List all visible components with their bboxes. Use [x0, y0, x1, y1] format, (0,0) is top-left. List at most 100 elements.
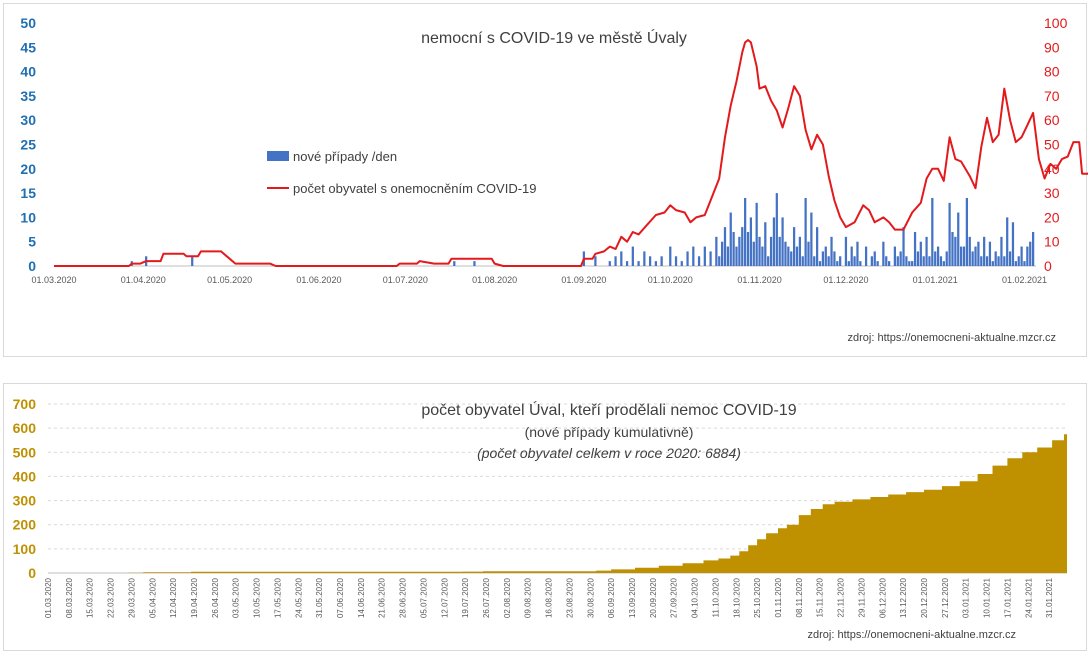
- daily-case-bar: [994, 251, 997, 266]
- chart2-note: (počet obyvatel celkem v roce 2020: 6884…: [477, 445, 741, 461]
- x-tick-label: 31.01.2021: [1045, 577, 1054, 618]
- daily-case-bar: [790, 251, 793, 266]
- x-tick-label: 22.11.2020: [837, 577, 846, 617]
- daily-case-bar: [896, 256, 899, 266]
- x-tick-label: 26.07.2020: [482, 577, 491, 618]
- daily-case-bar: [594, 256, 597, 266]
- legend-line-label: počet obyvatel s onemocněním COVID-19: [293, 181, 537, 196]
- chart2-source: zdroj: https://onemocneni-aktualne.mzcr.…: [808, 629, 1016, 641]
- y-tick-label: 0: [28, 565, 36, 581]
- daily-case-bar: [847, 261, 850, 266]
- y-right-tick-label: 50: [1044, 137, 1060, 153]
- y-tick-label: 500: [13, 444, 37, 460]
- chart2-subtitle: (nové případy kumulativně): [525, 424, 694, 440]
- daily-case-bar: [637, 261, 640, 266]
- daily-case-bar: [916, 251, 920, 266]
- x-tick-label: 10.01.2021: [983, 577, 992, 618]
- y-right-tick-label: 90: [1044, 39, 1060, 55]
- y-left-tick-label: 50: [20, 15, 36, 31]
- y-tick-label: 600: [13, 420, 37, 436]
- daily-case-bar: [758, 236, 761, 266]
- daily-case-bar: [648, 256, 652, 266]
- daily-case-bar: [951, 231, 954, 266]
- x-tick-label: 03.01.2021: [962, 577, 971, 618]
- x-tick-label: 10.05.2020: [253, 577, 262, 618]
- daily-case-bar: [945, 251, 948, 266]
- daily-case-bar: [864, 246, 868, 266]
- chart1-title: nemocní s COVID-19 ve městě Úvaly: [421, 28, 687, 47]
- daily-case-bar: [839, 256, 842, 266]
- daily-case-bar: [764, 222, 767, 266]
- daily-case-bar: [939, 256, 943, 266]
- daily-case-bar: [723, 227, 727, 266]
- active-cases-line: [54, 39, 1090, 267]
- daily-case-bar: [827, 256, 830, 266]
- x-tick-label: 07.06.2020: [336, 577, 345, 618]
- y-right-tick-label: 70: [1044, 88, 1060, 104]
- y-tick-label: 100: [13, 541, 37, 557]
- daily-case-bar: [1023, 261, 1026, 266]
- daily-case-bar: [983, 236, 986, 266]
- daily-case-bar: [991, 261, 994, 266]
- daily-case-bar: [769, 236, 773, 266]
- daily-case-bar: [1003, 256, 1006, 266]
- daily-case-bar: [928, 256, 931, 266]
- daily-case-bar: [453, 261, 456, 266]
- daily-case-bar: [931, 197, 934, 266]
- daily-case-bar: [816, 227, 819, 266]
- daily-case-bar: [954, 236, 957, 266]
- daily-case-bar: [899, 251, 902, 266]
- daily-case-bar: [709, 251, 712, 266]
- daily-case-bar: [905, 256, 908, 266]
- daily-case-bar: [703, 246, 706, 266]
- y-tick-label: 700: [13, 396, 37, 412]
- chart1-source: zdroj: https://onemocneni-aktualne.mzcr.…: [848, 332, 1056, 344]
- y-right-tick-label: 60: [1044, 112, 1060, 128]
- daily-case-bar: [908, 261, 911, 266]
- daily-case-bar: [778, 236, 781, 266]
- daily-case-bar: [936, 246, 940, 266]
- x-tick-label: 27.12.2020: [941, 577, 950, 618]
- daily-case-bar: [980, 256, 983, 266]
- daily-case-bar: [792, 227, 796, 266]
- daily-case-bar: [960, 246, 963, 266]
- daily-case-bar: [965, 197, 969, 266]
- daily-case-bar: [674, 256, 678, 266]
- x-tick-label: 01.11.2020: [774, 577, 783, 617]
- x-tick-label: 23.08.2020: [565, 577, 574, 618]
- x-tick-label: 26.04.2020: [211, 577, 220, 618]
- daily-case-bar: [836, 261, 839, 266]
- daily-case-bar: [772, 217, 776, 266]
- daily-case-bar: [1026, 246, 1029, 266]
- daily-case-bar: [957, 212, 960, 266]
- x-tick-label: 28.06.2020: [399, 577, 408, 618]
- daily-case-bar: [804, 197, 807, 266]
- x-tick-label: 31.05.2020: [315, 577, 324, 618]
- daily-case-bar: [697, 256, 701, 266]
- daily-case-bar: [873, 251, 876, 266]
- x-tick-label: 01.05.2020: [207, 275, 252, 285]
- daily-case-bar: [801, 256, 804, 266]
- cumulative-cases-chart: počet obyvatel Úval, kteří prodělali nem…: [13, 396, 1067, 641]
- daily-case-bar: [608, 261, 611, 266]
- x-tick-label: 01.12.2020: [823, 275, 868, 285]
- y-right-tick-label: 40: [1044, 161, 1060, 177]
- y-left-tick-label: 45: [20, 39, 36, 55]
- daily-case-bar: [971, 251, 974, 266]
- x-tick-label: 05.07.2020: [419, 577, 428, 618]
- daily-case-bar: [729, 212, 732, 266]
- x-tick-label: 13.09.2020: [628, 577, 637, 618]
- daily-case-bar: [977, 241, 980, 266]
- daily-case-bar: [715, 236, 718, 266]
- daily-case-bar: [686, 251, 689, 266]
- daily-case-bar: [911, 261, 914, 266]
- y-right-tick-label: 20: [1044, 209, 1060, 225]
- daily-case-bar: [775, 193, 778, 266]
- daily-case-bar: [925, 236, 928, 266]
- x-tick-label: 16.08.2020: [545, 577, 554, 618]
- daily-case-bar: [752, 241, 755, 266]
- daily-case-bar: [669, 246, 672, 266]
- daily-case-bar: [968, 236, 971, 266]
- daily-case-bar: [631, 246, 634, 266]
- y-right-tick-label: 100: [1044, 15, 1068, 31]
